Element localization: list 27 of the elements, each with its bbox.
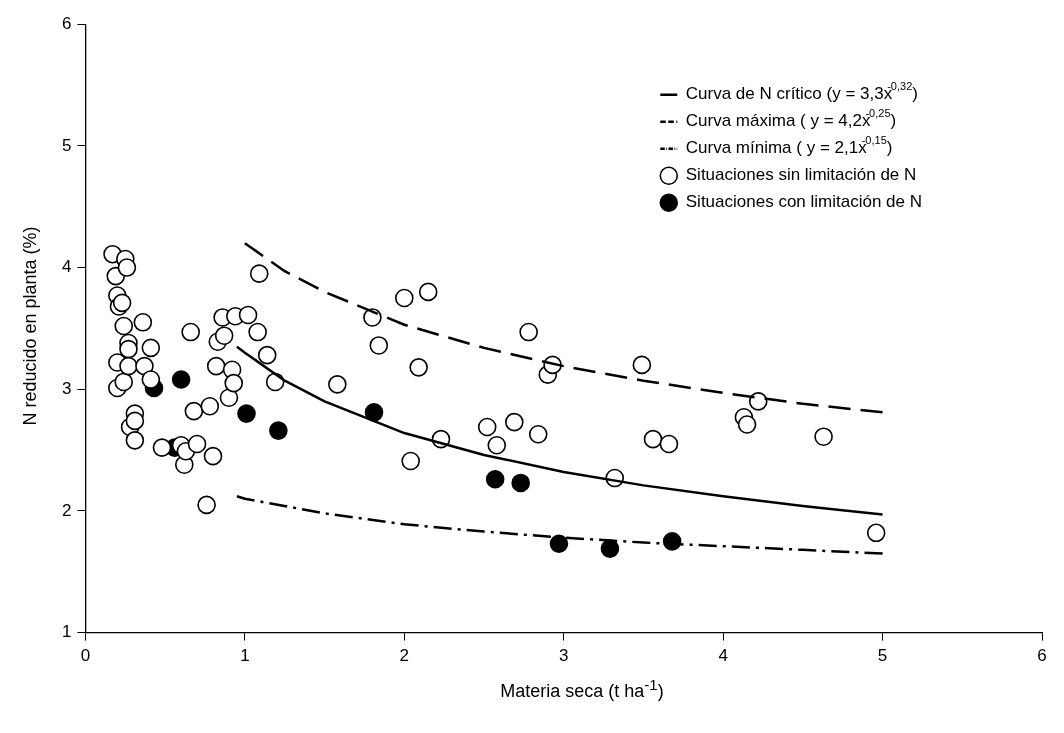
y-tick-label: 4	[61, 257, 72, 277]
y-tick-label: 3	[61, 378, 72, 398]
y-tick-label: 6	[61, 13, 72, 33]
point	[485, 469, 505, 489]
x-tick-label: 4	[718, 646, 728, 666]
x-tick-label: 6	[1037, 646, 1047, 666]
point	[511, 473, 530, 493]
line-series	[243, 241, 884, 414]
x-tick-label: 1	[240, 646, 250, 666]
x-tick-label: 0	[80, 646, 91, 666]
y-tick-label: 1	[61, 622, 72, 642]
point	[237, 404, 256, 423]
line-series	[235, 495, 884, 555]
x-axis-title: Materia seca (t ha$^{-1}$)	[499, 676, 665, 702]
x-tick-label: 2	[399, 646, 410, 666]
point	[600, 539, 620, 558]
y-tick-label: 5	[61, 135, 72, 155]
point	[549, 534, 569, 554]
legend-label: Situaciones sin limitación de N	[685, 165, 917, 185]
y-tick-label: 2	[61, 500, 72, 520]
x-tick-label: 5	[877, 646, 888, 666]
point	[364, 403, 384, 422]
y-axis-title: N reducido en planta (%)	[19, 226, 41, 426]
x-tick-label: 3	[558, 646, 569, 666]
legend-label: Situaciones con limitación de N	[685, 192, 922, 212]
point	[171, 370, 191, 389]
point	[269, 421, 288, 440]
